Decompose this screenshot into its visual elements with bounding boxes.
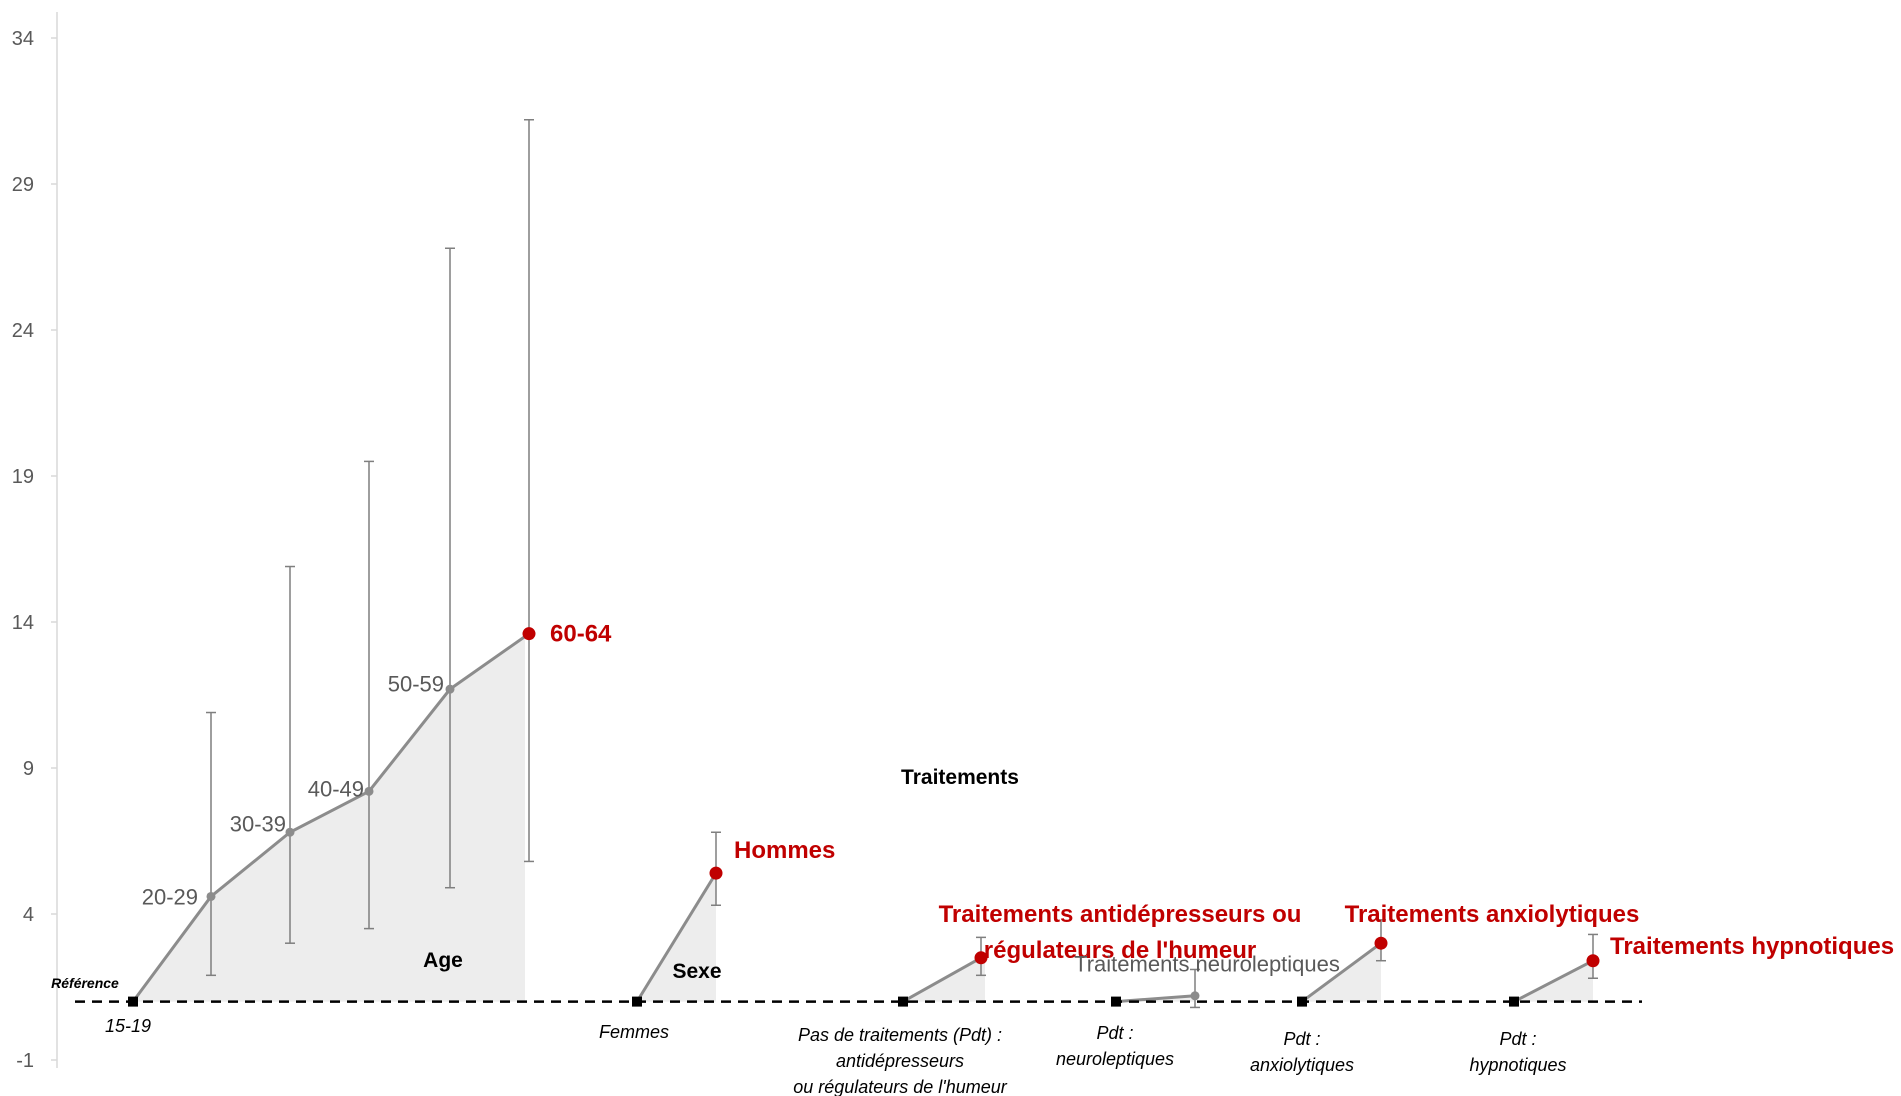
data-point <box>285 827 295 837</box>
reference-marker <box>898 996 908 1007</box>
age-area-fill <box>133 633 529 1002</box>
y-tick-label: -1 <box>16 1050 34 1072</box>
point-label: 30-39 <box>230 811 286 836</box>
hypno-series-line <box>1513 959 1594 1003</box>
y-tick-label: 29 <box>12 174 34 196</box>
y-tick-label: 4 <box>23 904 34 926</box>
point-label: Hommes <box>734 837 835 864</box>
reference-category-label: Pdt : hypnotiques <box>1469 1029 1566 1075</box>
reference-category-label: Pdt : anxiolytiques <box>1250 1029 1354 1075</box>
traitements-title: Traitements <box>901 766 1019 789</box>
reference-marker <box>1297 996 1307 1007</box>
point-label: Traitements anxiolytiques <box>1345 901 1640 928</box>
reference-category-label: Femmes <box>599 1022 669 1042</box>
point-label: Traitements hypnotiques <box>1610 933 1894 960</box>
y-tick-label: 24 <box>12 320 34 342</box>
reference-category-label: Pdt : neuroleptiques <box>1056 1023 1174 1069</box>
data-point-significant <box>709 866 723 880</box>
y-tick-label: 34 <box>12 28 34 50</box>
reference-marker <box>632 996 642 1007</box>
reference-category-label: 15-19 <box>105 1016 151 1036</box>
point-label: 50-59 <box>388 671 444 696</box>
reference-word: Référence <box>51 975 119 991</box>
group-label: Sexe <box>672 960 721 983</box>
point-label: 20-29 <box>142 884 198 909</box>
y-tick-label: 14 <box>12 612 34 634</box>
reference-marker <box>128 996 138 1007</box>
sexe-series-line <box>635 872 718 1003</box>
reference-marker <box>1111 996 1121 1007</box>
anxio-series-line <box>1301 941 1382 1003</box>
point-label: 40-49 <box>308 776 364 801</box>
data-point <box>445 684 455 694</box>
y-tick-label: 19 <box>12 466 34 488</box>
antidep-series-line <box>902 956 982 1003</box>
data-point-significant <box>1374 936 1388 950</box>
data-point-significant <box>522 627 536 641</box>
age-series-line <box>131 632 530 1003</box>
reference-marker <box>1509 996 1519 1007</box>
group-label: Age <box>423 949 463 972</box>
point-label: Traitements neuroleptiques <box>1074 952 1340 977</box>
data-point-significant <box>1586 954 1600 968</box>
reference-category-label: Pas de traitements (Pdt) : antidépresseur… <box>793 1025 1008 1096</box>
data-point-significant <box>974 951 988 965</box>
point-label: Traitements antidépresseurs ou régulateur… <box>939 901 1302 964</box>
data-point <box>1190 991 1200 1001</box>
data-point <box>206 891 216 901</box>
point-label: 60-64 <box>550 621 612 648</box>
y-tick-label: 9 <box>23 758 34 780</box>
data-point <box>364 786 374 796</box>
